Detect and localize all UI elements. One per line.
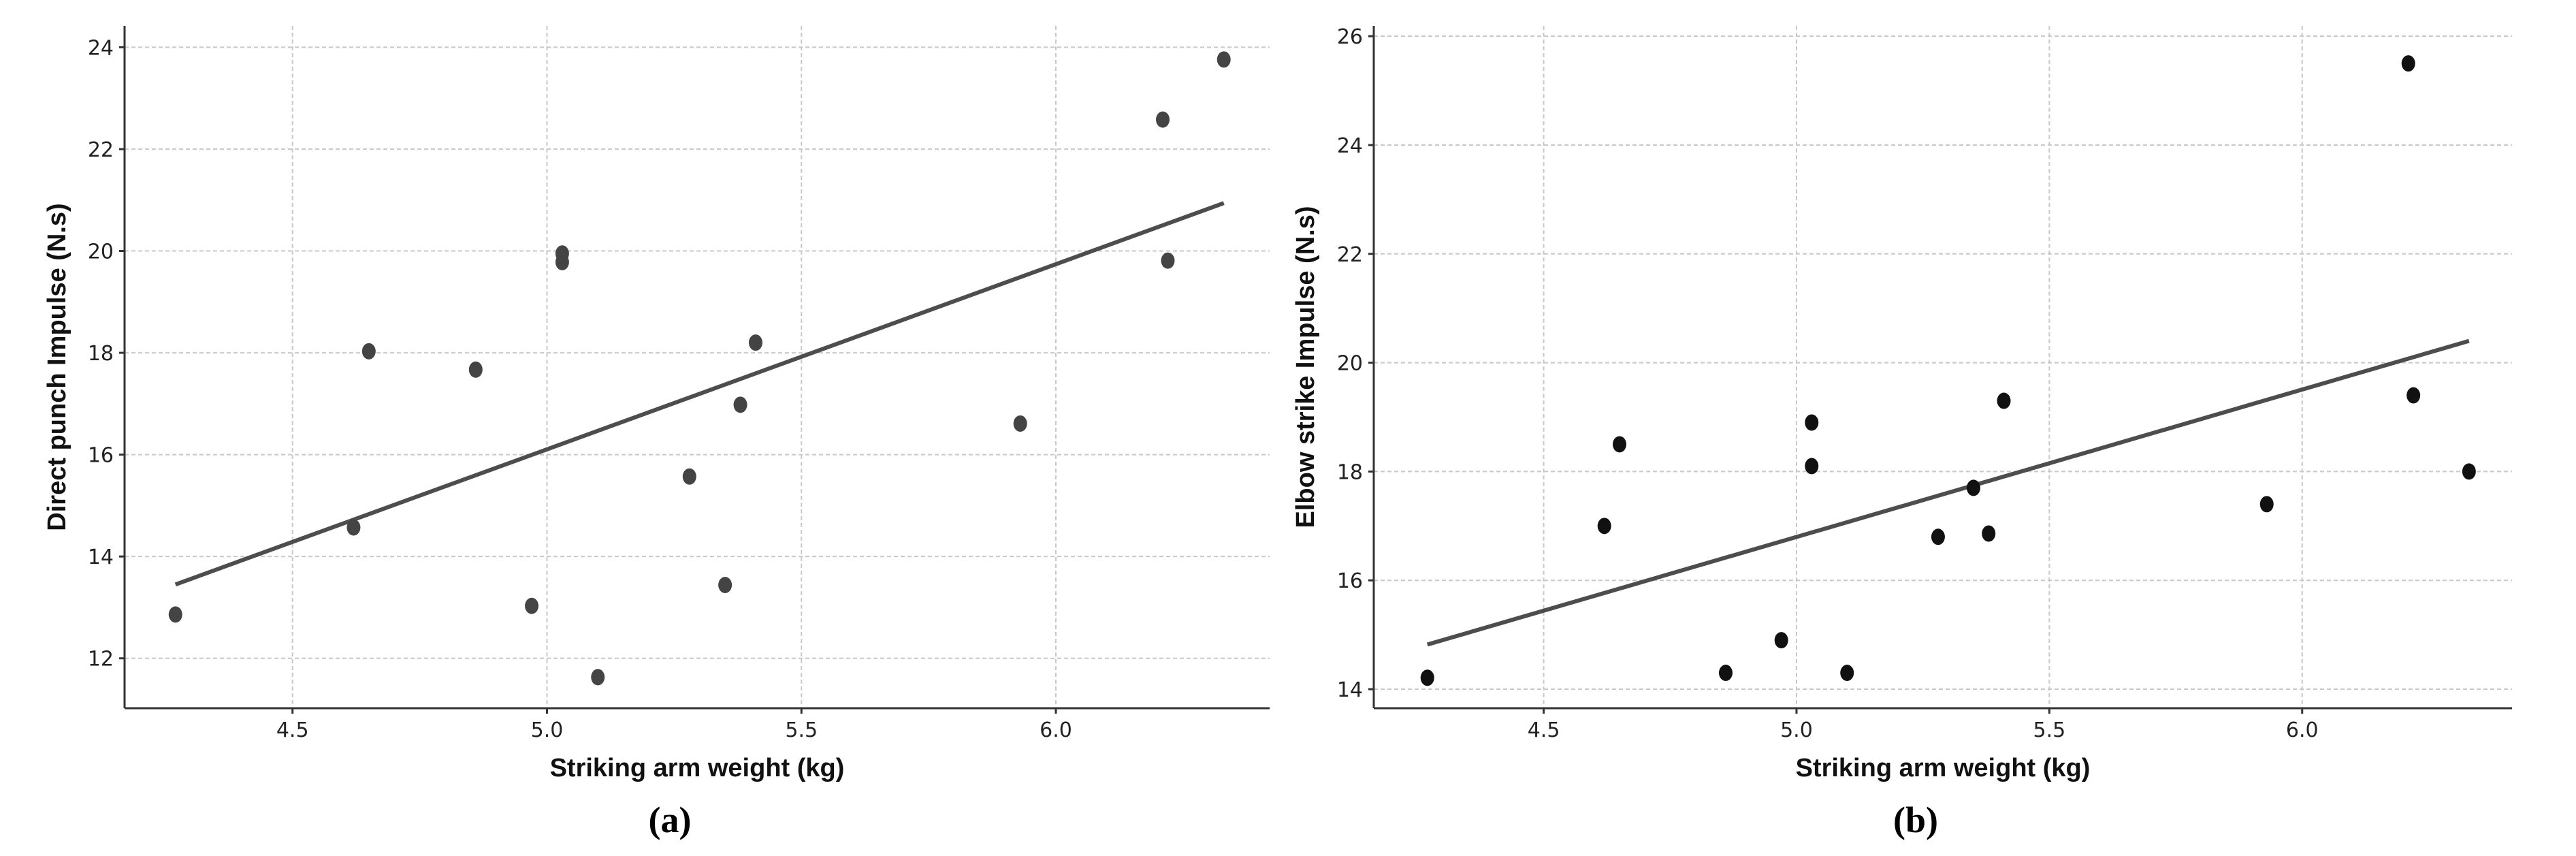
y-tick-label: 26	[1337, 25, 1363, 49]
data-point	[168, 606, 182, 623]
chart-b: 4.5 5.0 5.5 6.0 14 16 18 20 22 24 26 Striking arm w…	[1291, 25, 2512, 840]
data-point	[1966, 479, 1980, 496]
x-tick-label: 5.5	[785, 718, 818, 742]
y-tick-label: 14	[1337, 678, 1363, 702]
y-tick-label: 18	[88, 342, 114, 366]
y-tick-label: 16	[88, 444, 114, 468]
y-tick-label: 22	[88, 138, 114, 162]
y-tick-label: 18	[1337, 460, 1363, 484]
trend-line	[174, 201, 1225, 587]
y-tick-label: 12	[88, 648, 114, 671]
x-tick-label: 5.0	[1780, 718, 1813, 742]
y-tick-label: 16	[1337, 569, 1363, 593]
x-axis-label: Striking arm weight (kg)	[550, 754, 845, 782]
data-point	[1597, 518, 1611, 535]
y-tick-label: 14	[88, 545, 114, 569]
data-point	[591, 669, 605, 686]
y-tick-label: 22	[1337, 243, 1363, 267]
data-point	[1420, 669, 1434, 686]
data-point	[748, 334, 762, 351]
panel-label: (a)	[649, 799, 692, 840]
data-point	[555, 253, 569, 270]
x-tick-label: 6.0	[2286, 718, 2319, 742]
data-point	[1217, 51, 1231, 68]
data-point	[1161, 252, 1175, 269]
data-point	[525, 597, 539, 614]
y-tick-label: 20	[88, 240, 114, 264]
data-point	[1805, 458, 1819, 475]
data-point	[1013, 415, 1027, 432]
data-point	[1774, 632, 1788, 649]
data-point	[347, 519, 361, 536]
x-tick-label: 5.5	[2033, 718, 2065, 742]
data-point	[682, 468, 696, 485]
data-point	[1931, 528, 1945, 545]
y-axis-label: Direct punch Impulse (N.s)	[43, 203, 71, 530]
y-axis-label: Elbow strike Impulse (N.s)	[1291, 206, 1320, 528]
x-tick-label: 4.5	[1528, 718, 1560, 742]
data-point	[2406, 387, 2421, 404]
y-tick-label: 20	[1337, 352, 1363, 376]
data-point	[361, 343, 376, 360]
data-point	[1805, 414, 1819, 431]
trend-line	[1426, 338, 2470, 647]
data-point	[1612, 436, 1626, 453]
x-tick-label: 6.0	[1040, 718, 1072, 742]
data-point	[468, 361, 483, 378]
y-tick-label: 24	[1337, 134, 1363, 158]
data-point	[2401, 55, 2415, 72]
y-tick-label: 24	[88, 36, 114, 60]
data-point	[2462, 463, 2476, 480]
x-tick-label: 4.5	[276, 718, 309, 742]
data-point	[1156, 111, 1170, 128]
data-point	[718, 577, 732, 594]
data-point	[1982, 525, 1996, 542]
data-point	[1718, 665, 1733, 682]
chart-a: 4.5 5.0 5.5 6.0 12 14 16 18 20 22 24 Striking arm w…	[43, 26, 1270, 840]
x-tick-label: 5.0	[531, 718, 564, 742]
data-point	[2259, 496, 2274, 513]
panel-label: (b)	[1893, 799, 1938, 840]
data-point	[1840, 665, 1854, 682]
x-axis-label: Striking arm weight (kg)	[1796, 754, 2091, 782]
data-point	[733, 396, 747, 413]
data-point	[1997, 392, 2011, 409]
